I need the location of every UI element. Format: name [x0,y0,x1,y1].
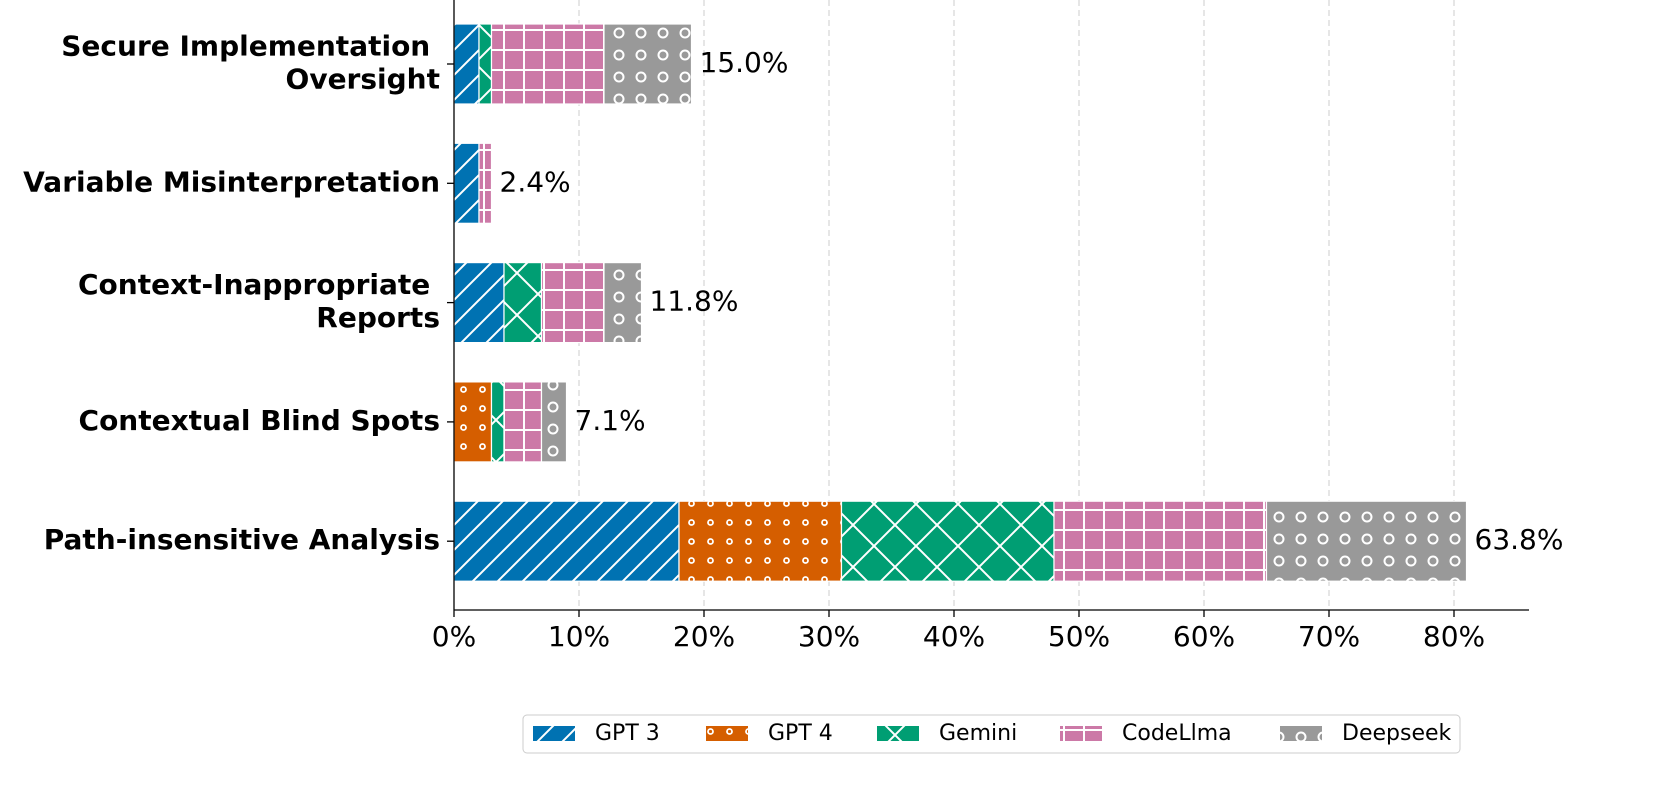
category-label: Variable Misinterpretation [23,165,440,198]
bar-segment [503,262,543,344]
total-label: 2.4% [500,165,571,198]
category-label: Secure Implementation Oversight [61,30,440,96]
x-tick-label: 30% [798,620,860,653]
category-label: Path-insensitive Analysis [44,523,440,556]
bar-segment [490,381,505,463]
x-tick-label: 0% [432,620,476,653]
bar-segment [490,23,605,105]
bar-segment [503,381,543,463]
x-tick-label: 40% [923,620,985,653]
legend-label: CodeLlma [1122,721,1232,746]
bar-segment [478,23,493,105]
x-tick-label: 10% [548,620,610,653]
total-label: 11.8% [650,285,739,318]
legend-swatch [1280,726,1322,741]
legend-swatch [533,726,575,741]
x-tick-label: 50% [1048,620,1110,653]
legend-swatch [706,726,748,741]
bar-segment [478,142,493,224]
bar-segment [603,23,693,105]
bar-segment [1053,500,1268,582]
legend-swatch [877,726,919,741]
x-tick-label: 20% [673,620,735,653]
legend-label: Gemini [939,721,1017,746]
legend-label: Deepseek [1342,721,1452,746]
bar-segment [678,500,843,582]
legend-label: GPT 4 [768,721,833,746]
bar-segment [453,23,480,105]
bar-segment [453,262,505,344]
bar-segment [1265,500,1468,582]
legend-label: GPT 3 [595,721,660,746]
total-label: 7.1% [575,404,646,437]
bar-segment [540,381,568,463]
bar-segment [453,500,680,582]
bar-segment [840,500,1055,582]
x-tick-label: 80% [1423,620,1485,653]
bar-segment [603,262,643,344]
bar-segment [540,262,605,344]
bar-segment [453,381,493,463]
total-label: 15.0% [700,46,789,79]
legend-box [522,714,1461,754]
bar-segment [453,142,480,224]
legend-swatch [1060,726,1102,741]
category-label: Contextual Blind Spots [79,404,440,437]
total-label: 63.8% [1475,523,1564,556]
x-tick-label: 60% [1173,620,1235,653]
category-label: Context-Inappropriate Reports [78,268,440,334]
x-tick-label: 70% [1298,620,1360,653]
